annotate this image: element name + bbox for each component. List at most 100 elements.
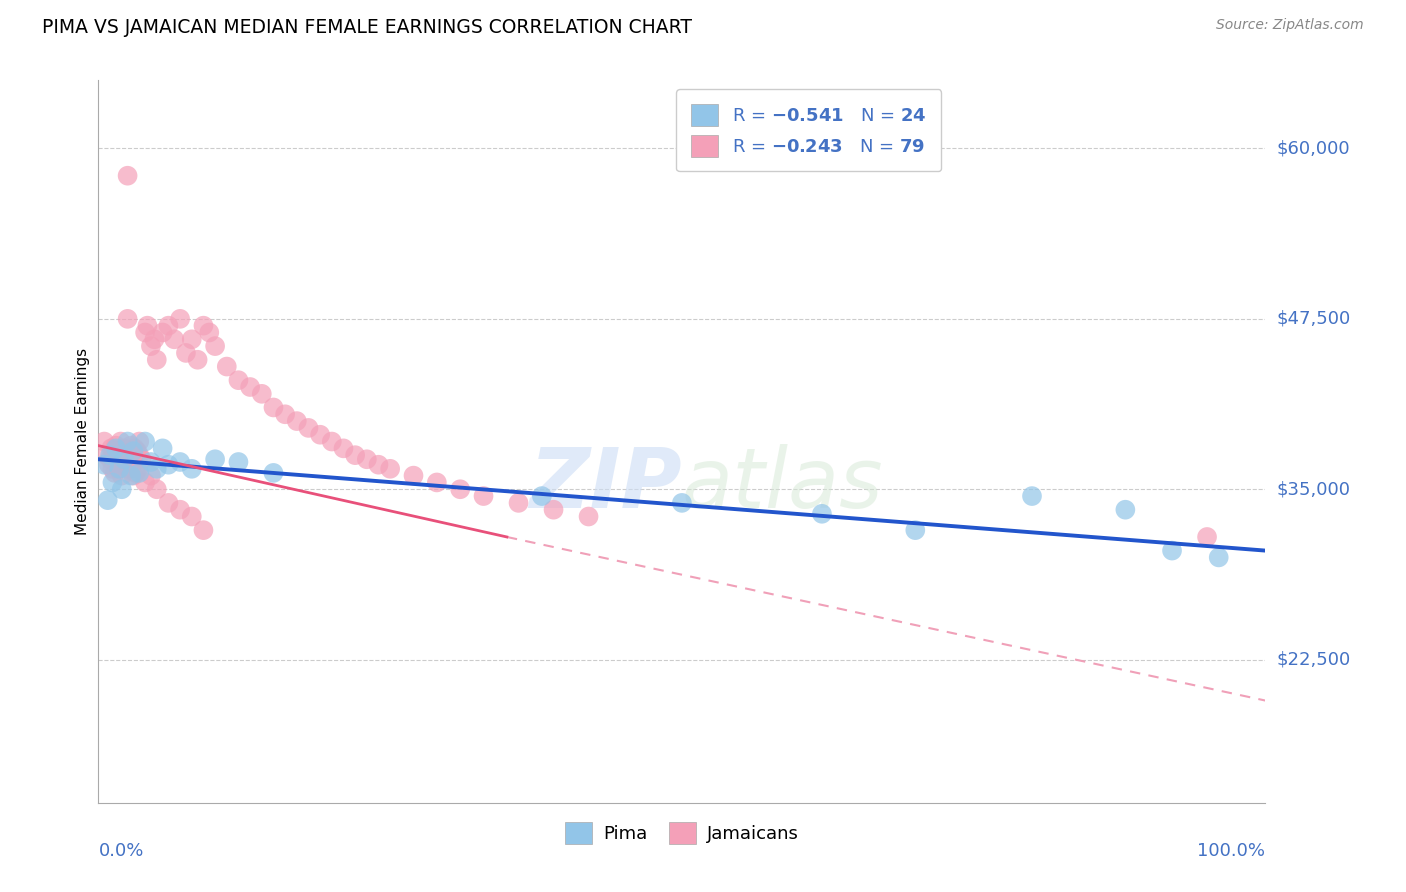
Text: Source: ZipAtlas.com: Source: ZipAtlas.com <box>1216 18 1364 32</box>
Point <box>120 439 142 453</box>
Point <box>578 509 600 524</box>
Point <box>111 468 134 483</box>
Point <box>157 458 180 472</box>
Text: $47,500: $47,500 <box>1277 310 1351 328</box>
Point <box>193 523 215 537</box>
Point <box>449 482 471 496</box>
Point <box>543 502 565 516</box>
Point <box>1161 543 1184 558</box>
Point <box>111 448 134 462</box>
Text: PIMA VS JAMAICAN MEDIAN FEMALE EARNINGS CORRELATION CHART: PIMA VS JAMAICAN MEDIAN FEMALE EARNINGS … <box>42 18 692 37</box>
Point <box>97 458 120 472</box>
Point <box>127 462 149 476</box>
Text: atlas: atlas <box>682 444 883 525</box>
Point <box>671 496 693 510</box>
Point <box>110 434 132 449</box>
Point <box>508 496 530 510</box>
Text: $60,000: $60,000 <box>1277 139 1350 158</box>
Point <box>297 421 319 435</box>
Point <box>118 462 141 476</box>
Point <box>811 507 834 521</box>
Point <box>180 332 202 346</box>
Point <box>118 455 141 469</box>
Point <box>117 169 139 183</box>
Point <box>105 455 128 469</box>
Point <box>380 462 402 476</box>
Point <box>134 434 156 449</box>
Point <box>139 455 162 469</box>
Point <box>93 434 115 449</box>
Point <box>367 458 389 472</box>
Point <box>134 326 156 340</box>
Point <box>344 448 367 462</box>
Point <box>321 434 343 449</box>
Point <box>180 509 202 524</box>
Point <box>96 448 118 462</box>
Point <box>125 444 148 458</box>
Point <box>187 352 209 367</box>
Point <box>163 332 186 346</box>
Point <box>111 482 134 496</box>
Point <box>134 475 156 490</box>
Point <box>115 452 138 467</box>
Point <box>108 444 131 458</box>
Point <box>1021 489 1043 503</box>
Text: $35,000: $35,000 <box>1277 480 1351 499</box>
Point <box>198 326 221 340</box>
Point <box>93 458 115 472</box>
Point <box>112 442 135 456</box>
Point <box>426 475 449 490</box>
Point <box>121 458 143 472</box>
Text: ZIP: ZIP <box>529 444 682 525</box>
Point <box>98 452 121 467</box>
Point <box>103 444 125 458</box>
Point <box>128 448 150 462</box>
Point <box>285 414 308 428</box>
Point <box>146 462 169 476</box>
Text: $22,500: $22,500 <box>1277 650 1351 669</box>
Point <box>262 401 284 415</box>
Point <box>108 462 131 476</box>
Point <box>274 407 297 421</box>
Point <box>120 468 142 483</box>
Point <box>169 311 191 326</box>
Point <box>104 439 127 453</box>
Point <box>146 482 169 496</box>
Point <box>215 359 238 374</box>
Point <box>309 427 332 442</box>
Point <box>117 311 139 326</box>
Point <box>169 502 191 516</box>
Legend: Pima, Jamaicans: Pima, Jamaicans <box>558 815 806 852</box>
Point <box>152 442 174 456</box>
Text: 100.0%: 100.0% <box>1198 842 1265 860</box>
Point <box>239 380 262 394</box>
Point <box>193 318 215 333</box>
Point <box>152 326 174 340</box>
Point <box>136 318 159 333</box>
Point <box>100 442 122 456</box>
Text: 0.0%: 0.0% <box>98 842 143 860</box>
Point <box>904 523 927 537</box>
Point <box>122 444 145 458</box>
Point <box>97 493 120 508</box>
Point <box>332 442 354 456</box>
Point <box>146 352 169 367</box>
Point <box>262 466 284 480</box>
Point <box>228 373 250 387</box>
Point <box>128 434 150 449</box>
Point <box>169 455 191 469</box>
Point <box>204 452 226 467</box>
Point <box>174 346 197 360</box>
Point <box>114 458 136 472</box>
Point <box>143 332 166 346</box>
Point <box>98 448 121 462</box>
Point <box>402 468 425 483</box>
Point <box>1208 550 1230 565</box>
Point <box>122 448 145 462</box>
Point <box>124 442 146 456</box>
Point <box>157 496 180 510</box>
Point <box>356 452 378 467</box>
Point <box>1114 502 1136 516</box>
Point <box>107 462 129 476</box>
Point <box>157 318 180 333</box>
